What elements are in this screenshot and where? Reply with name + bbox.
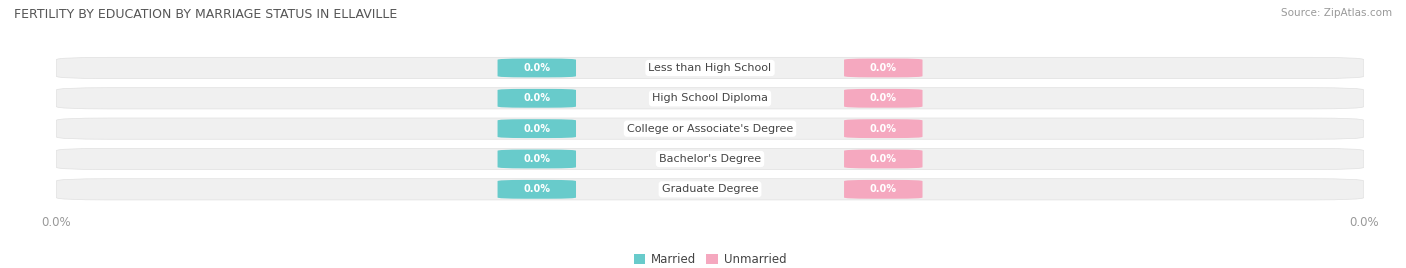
Text: 0.0%: 0.0%	[870, 154, 897, 164]
FancyBboxPatch shape	[498, 89, 576, 108]
FancyBboxPatch shape	[844, 119, 922, 138]
Text: 0.0%: 0.0%	[870, 124, 897, 134]
Text: College or Associate's Degree: College or Associate's Degree	[627, 124, 793, 134]
Text: FERTILITY BY EDUCATION BY MARRIAGE STATUS IN ELLAVILLE: FERTILITY BY EDUCATION BY MARRIAGE STATU…	[14, 8, 398, 21]
FancyBboxPatch shape	[844, 180, 922, 199]
FancyBboxPatch shape	[498, 58, 576, 77]
Legend: Married, Unmarried: Married, Unmarried	[628, 248, 792, 268]
Text: 0.0%: 0.0%	[870, 93, 897, 103]
FancyBboxPatch shape	[56, 148, 1364, 170]
Text: 0.0%: 0.0%	[523, 154, 550, 164]
FancyBboxPatch shape	[56, 179, 1364, 200]
FancyBboxPatch shape	[498, 180, 576, 199]
Text: 0.0%: 0.0%	[870, 63, 897, 73]
Text: Bachelor's Degree: Bachelor's Degree	[659, 154, 761, 164]
Text: Less than High School: Less than High School	[648, 63, 772, 73]
FancyBboxPatch shape	[498, 150, 576, 168]
Text: Graduate Degree: Graduate Degree	[662, 184, 758, 194]
FancyBboxPatch shape	[844, 58, 922, 77]
FancyBboxPatch shape	[56, 88, 1364, 109]
FancyBboxPatch shape	[56, 118, 1364, 139]
Text: 0.0%: 0.0%	[523, 124, 550, 134]
Text: 0.0%: 0.0%	[523, 93, 550, 103]
Text: 0.0%: 0.0%	[523, 63, 550, 73]
Text: 0.0%: 0.0%	[523, 184, 550, 194]
FancyBboxPatch shape	[498, 119, 576, 138]
Text: 0.0%: 0.0%	[870, 184, 897, 194]
Text: High School Diploma: High School Diploma	[652, 93, 768, 103]
FancyBboxPatch shape	[56, 57, 1364, 79]
FancyBboxPatch shape	[844, 89, 922, 108]
Text: Source: ZipAtlas.com: Source: ZipAtlas.com	[1281, 8, 1392, 18]
FancyBboxPatch shape	[844, 150, 922, 168]
